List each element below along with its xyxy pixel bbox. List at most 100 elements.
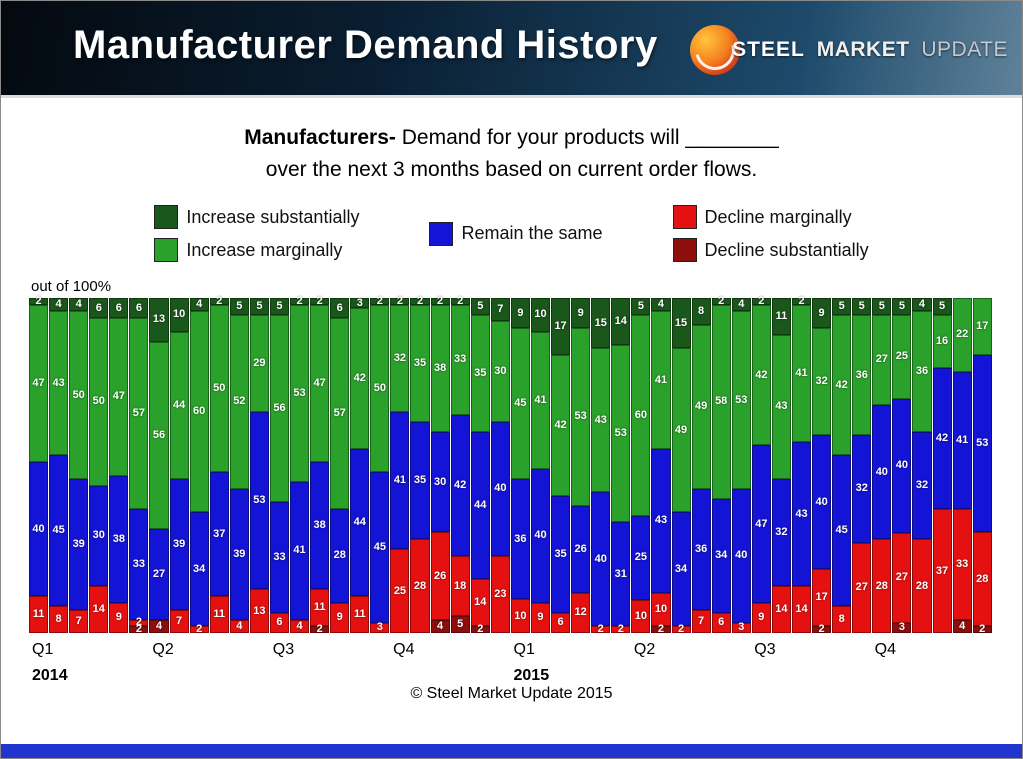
segment-increase-substantially: 5 [832,298,852,315]
segment-remain-same: 43 [651,448,671,593]
segment-remain-same: 36 [691,488,711,610]
stacked-bar: 17 53 28 2 [972,298,992,635]
stacked-bar: 3 42 44 11 [350,296,370,633]
segment-decline-marginally: 11 [29,596,49,633]
stacked-bar: 4 60 34 2 [189,298,209,635]
segment-value: 6 [557,616,564,629]
segment-value: 10 [172,308,186,321]
segment-decline-marginally: 9 [109,602,129,633]
segment-increase-marginally: 42 [350,308,370,449]
segment-remain-same: 34 [711,498,731,613]
segment-increase-substantially: 6 [129,298,149,319]
segment-value: 2 [135,623,142,636]
segment-increase-substantially: 8 [691,298,711,325]
stacked-bar: 5 42 45 8 [832,298,852,633]
segment-value: 42 [835,378,848,391]
segment-increase-marginally: 29 [249,314,269,412]
segment-value: 4 [959,619,966,632]
segment-decline-marginally: 2 [189,624,209,635]
segment-decline-marginally: 8 [832,606,852,633]
segment-value: 30 [92,529,105,542]
segment-value: 14 [474,596,487,609]
stacked-bar: 2 47 40 11 [29,295,49,633]
smu-logo-circle-icon [690,25,741,75]
segment-value: 30 [494,365,507,378]
segment-value: 43 [654,514,668,527]
stacked-bar: 10 41 40 9 [530,298,551,633]
segment-decline-marginally: 4 [229,619,249,633]
segment-remain-same: 40 [892,398,912,533]
quarter-label: Q4 [393,641,415,658]
segment-value: 37 [213,527,226,540]
segment-value: 34 [715,549,728,562]
segment-increase-marginally: 43 [771,334,791,479]
segment-increase-marginally: 42 [551,354,571,496]
segment-increase-marginally: 42 [832,314,852,456]
stacked-bar: 7 30 40 23 [490,298,510,633]
legend-swatch-icon [154,238,179,262]
stacked-bar: 2 41 43 14 [791,295,812,633]
segment-increase-substantially: 2 [370,295,390,306]
segment-remain-same: 47 [751,445,771,603]
segment-increase-marginally: 25 [892,314,912,399]
segment-value: 53 [293,386,306,399]
segment-value: 42 [353,371,366,384]
stacked-bar: 8 49 36 7 [691,298,711,633]
segment-remain-same: 32 [912,431,932,540]
segment-value: 26 [433,569,447,582]
segment-increase-marginally: 50 [89,318,109,486]
segment-increase-substantially: 4 [912,298,932,312]
segment-increase-substantially: 4 [651,298,671,312]
segment-increase-marginally: 53 [731,311,751,489]
segment-increase-marginally: 50 [69,311,89,479]
segment-value: 60 [634,408,647,421]
legend-label: Decline substantially [704,239,869,260]
segment-decline-marginally: 17 [812,569,832,627]
segment-remain-same: 40 [29,462,49,597]
segment-value: 45 [835,524,848,537]
segment-decline-marginally: 6 [269,612,290,633]
segment-decline-marginally: 2 [671,624,691,635]
segment-increase-marginally: 47 [310,304,330,463]
segment-value: 3 [356,296,363,309]
x-axis-quarter: Q4 [872,641,992,685]
segment-value: 5 [477,299,484,312]
segment-decline-marginally: 6 [551,612,571,633]
segment-remain-same: 32 [852,435,872,543]
segment-value: 38 [112,532,125,545]
segment-decline-marginally: 10 [510,599,530,633]
segment-increase-substantially: 2 [711,295,731,306]
segment-value: 16 [935,335,949,348]
segment-remain-same: 34 [671,512,691,627]
segment-increase-marginally: 49 [691,324,711,489]
segment-value: 45 [52,524,65,537]
segment-value: 32 [393,351,407,364]
stacked-bar: 2 47 38 11 2 [310,295,330,635]
segment-remain-same: 40 [812,435,832,570]
stacked-bar: 6 57 28 9 [330,298,350,633]
segment-value: 53 [735,393,748,406]
segment-value: 11 [313,601,326,614]
copyright-text: © Steel Market Update 2015 [410,685,613,702]
x-axis-quarter: Q2 [149,641,269,685]
segment-value: 7 [497,303,504,316]
stacked-bar: 2 50 37 11 [209,295,229,633]
segment-remain-same: 41 [952,371,972,510]
segment-increase-substantially: 9 [812,298,832,329]
segment-remain-same: 42 [932,368,952,510]
segment-value: 43 [795,507,808,520]
stacked-bar: 6 57 33 2 2 [129,298,149,636]
segment-value: 13 [152,313,166,326]
segment-remain-same: 38 [109,475,129,603]
bottom-accent-bar [1,744,1022,758]
segment-increase-substantially: 5 [229,298,249,315]
segment-value: 25 [393,584,407,597]
segment-remain-same: 44 [350,448,370,597]
legend-swatch-icon [672,205,697,229]
segment-value: 32 [775,525,788,538]
segment-value: 11 [353,608,366,621]
segment-increase-marginally: 16 [932,314,952,369]
segment-remain-same: 26 [571,505,591,593]
segment-decline-marginally: 28 [972,532,992,627]
segment-increase-marginally: 47 [109,318,129,476]
